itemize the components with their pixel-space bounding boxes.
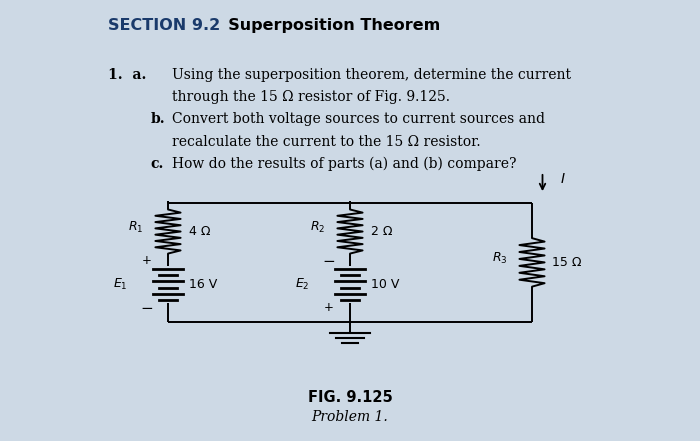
Text: How do the results of parts (a) and (b) compare?: How do the results of parts (a) and (b) … [172,157,516,171]
Text: $R_3$: $R_3$ [492,250,508,265]
Text: 2 Ω: 2 Ω [371,225,393,238]
Text: 4 Ω: 4 Ω [189,225,211,238]
Text: c.: c. [150,157,164,171]
Text: +: + [324,301,334,314]
Text: b.: b. [150,112,165,127]
Text: −: − [141,301,153,316]
Text: SECTION 9.2: SECTION 9.2 [108,18,220,33]
Text: Using the superposition theorem, determine the current: Using the superposition theorem, determi… [172,68,570,82]
Text: Superposition Theorem: Superposition Theorem [217,18,440,33]
Text: +: + [142,254,152,267]
Text: $R_1$: $R_1$ [128,220,144,235]
Text: 1.  a.: 1. a. [108,68,147,82]
Text: Problem 1.: Problem 1. [312,410,388,424]
Text: 10 V: 10 V [371,278,400,291]
Text: $E_2$: $E_2$ [295,277,309,292]
Text: −: − [323,254,335,269]
Text: $E_1$: $E_1$ [113,277,127,292]
Text: Convert both voltage sources to current sources and: Convert both voltage sources to current … [172,112,545,127]
Text: 15 Ω: 15 Ω [552,256,581,269]
Text: $I$: $I$ [560,172,566,186]
Text: FIG. 9.125: FIG. 9.125 [307,390,393,405]
Text: $R_2$: $R_2$ [310,220,326,235]
Text: through the 15 Ω resistor of Fig. 9.125.: through the 15 Ω resistor of Fig. 9.125. [172,90,449,105]
Text: 16 V: 16 V [189,278,217,291]
Text: recalculate the current to the 15 Ω resistor.: recalculate the current to the 15 Ω resi… [172,135,480,149]
